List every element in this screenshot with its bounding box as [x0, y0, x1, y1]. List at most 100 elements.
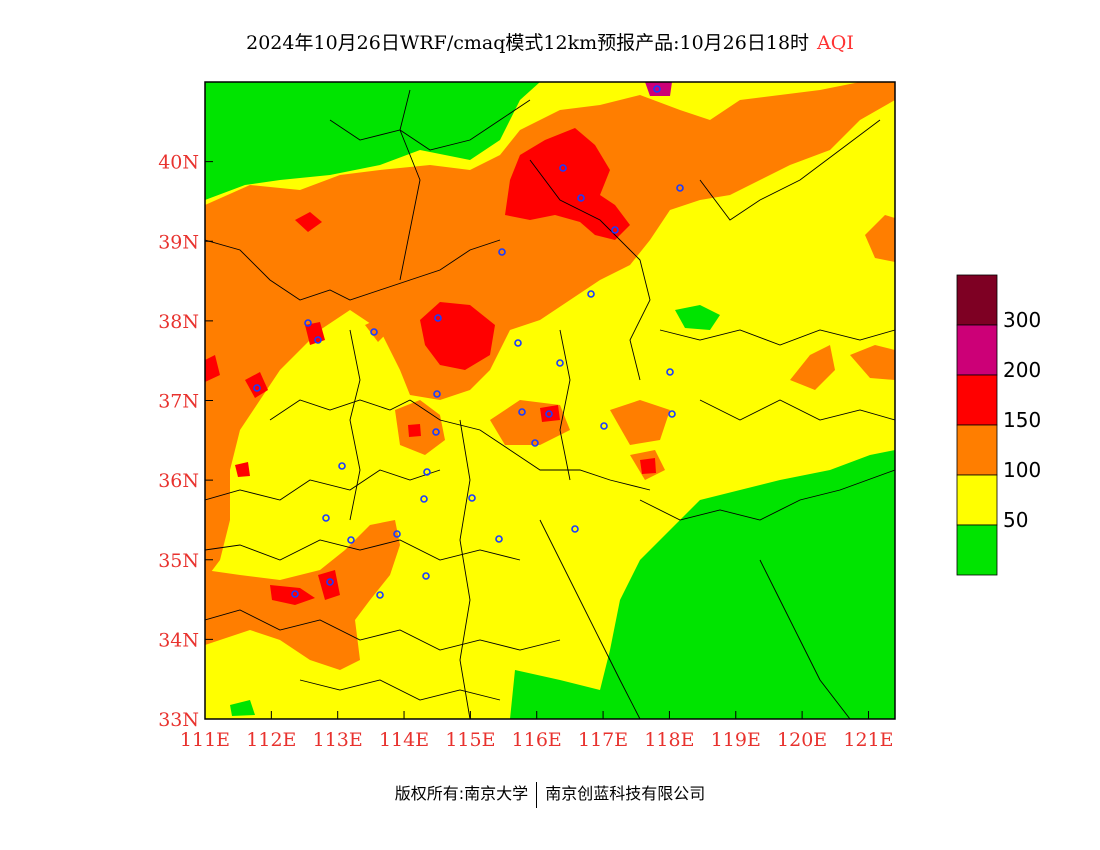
footer-separator — [536, 781, 538, 808]
city-marker — [587, 290, 595, 298]
boundary-line — [659, 329, 895, 346]
y-tick-label: 36N — [158, 470, 199, 492]
x-tick-label: 113E — [313, 729, 363, 751]
zone-red-spot-3 — [540, 405, 560, 422]
boundary-line — [349, 329, 361, 521]
zone-red-west-1 — [205, 355, 220, 382]
zone-orange-coast-2 — [850, 345, 895, 380]
boundary-lines — [205, 89, 895, 719]
boundary-line — [205, 469, 441, 501]
y-tick-label: 37N — [158, 391, 199, 413]
x-tick-label: 117E — [578, 729, 628, 751]
legend-swatch — [956, 524, 998, 576]
y-tick-label: 38N — [158, 311, 199, 333]
y-tick-label: 39N — [158, 231, 199, 253]
x-axis: 111E 112E 113E 114E 115E 116E 117E 118E 119E 120E… — [180, 711, 894, 751]
x-tick-label: 114E — [379, 729, 429, 751]
x-tick-label: 121E — [843, 729, 893, 751]
legend-label: 150 — [1003, 408, 1041, 432]
x-tick-label: 111E — [180, 729, 230, 751]
zone-green-north-patch — [675, 305, 720, 330]
boundary-line — [205, 609, 561, 651]
city-marker — [291, 590, 299, 598]
x-tick-label: 120E — [777, 729, 827, 751]
boundary-line — [639, 469, 895, 521]
boundary-line — [329, 99, 531, 151]
x-tick-label: 112E — [246, 729, 296, 751]
aqi-fill-layer — [205, 82, 895, 719]
footer-left: 版权所有:南京大学 — [394, 784, 529, 803]
zone-purple-north — [645, 82, 672, 96]
legend-label: 200 — [1003, 358, 1041, 382]
city-marker — [304, 319, 312, 327]
city-marker — [322, 514, 330, 522]
x-tick-label: 118E — [644, 729, 694, 751]
chart-title: 2024年10月26日WRF/cmaq模式12km预报产品:10月26日18时 A… — [0, 28, 1100, 55]
x-tick-label: 115E — [445, 729, 495, 751]
y-tick-label: 33N — [158, 709, 199, 731]
boundary-line — [269, 399, 411, 421]
x-tick-label: 119E — [711, 729, 761, 751]
boundary-line — [205, 539, 521, 561]
legend-swatch — [956, 424, 998, 476]
zone-orange-east-2 — [610, 400, 670, 445]
zone-green-northwest — [205, 82, 540, 200]
city-marker — [559, 164, 567, 172]
y-tick-label: 34N — [158, 629, 199, 651]
boundary-line — [559, 329, 571, 481]
legend-swatch — [956, 274, 998, 326]
city-marker — [577, 194, 585, 202]
zone-red-spot-2 — [235, 462, 250, 477]
boundary-line — [205, 239, 501, 301]
y-tick-label: 35N — [158, 550, 199, 572]
city-marker — [600, 422, 608, 430]
city-marker — [432, 428, 440, 436]
zone-orange-coast-1 — [790, 345, 835, 390]
zone-red-beijing — [505, 128, 630, 240]
city-marker — [393, 530, 401, 538]
legend-label: 300 — [1003, 308, 1041, 332]
city-marker — [571, 525, 579, 533]
city-marker — [468, 494, 476, 502]
boundary-line — [539, 519, 641, 719]
city-marker — [376, 591, 384, 599]
city-marker — [668, 410, 676, 418]
city-marker — [347, 536, 355, 544]
boundary-line — [699, 119, 881, 221]
legend-swatch — [956, 474, 998, 526]
city-marker — [611, 226, 619, 234]
aqi-legend: 300 200 150 100 50 — [956, 274, 1041, 576]
legend-swatch — [956, 374, 998, 426]
boundary-line — [459, 419, 471, 719]
city-marker — [531, 439, 539, 447]
x-tick-label: 116E — [512, 729, 562, 751]
boundary-line — [529, 159, 651, 381]
city-marker — [314, 336, 322, 344]
zone-red-spot-1 — [305, 322, 325, 345]
footer: 版权所有:南京大学 南京创蓝科技有限公司 — [0, 780, 1100, 808]
city-marker — [434, 314, 442, 322]
zone-orange-northwest — [205, 82, 895, 580]
boundary-line — [299, 679, 501, 701]
boundary-line — [759, 559, 851, 719]
zone-red-spot-5 — [408, 424, 421, 437]
city-marker — [253, 384, 261, 392]
zone-red-spot-4 — [640, 458, 656, 474]
footer-right: 南京创蓝科技有限公司 — [545, 784, 706, 803]
city-marker — [653, 85, 661, 93]
boundary-line — [409, 399, 651, 491]
zone-red-north-1 — [295, 212, 322, 232]
city-marker — [676, 184, 684, 192]
city-marker — [420, 495, 428, 503]
zone-orange-spot-1 — [365, 318, 390, 342]
y-axis: 33N 34N 35N 36N 37N 38N 39N 40N — [158, 152, 213, 731]
title-main: 2024年10月26日WRF/cmaq模式12km预报产品:10月26日18时 — [246, 32, 810, 54]
city-marker — [518, 408, 526, 416]
zone-green-southwest-spot — [230, 700, 255, 716]
city-marker — [326, 578, 334, 586]
city-marker — [422, 572, 430, 580]
y-tick-label: 40N — [158, 152, 199, 174]
city-marker — [545, 410, 553, 418]
city-marker — [495, 535, 503, 543]
